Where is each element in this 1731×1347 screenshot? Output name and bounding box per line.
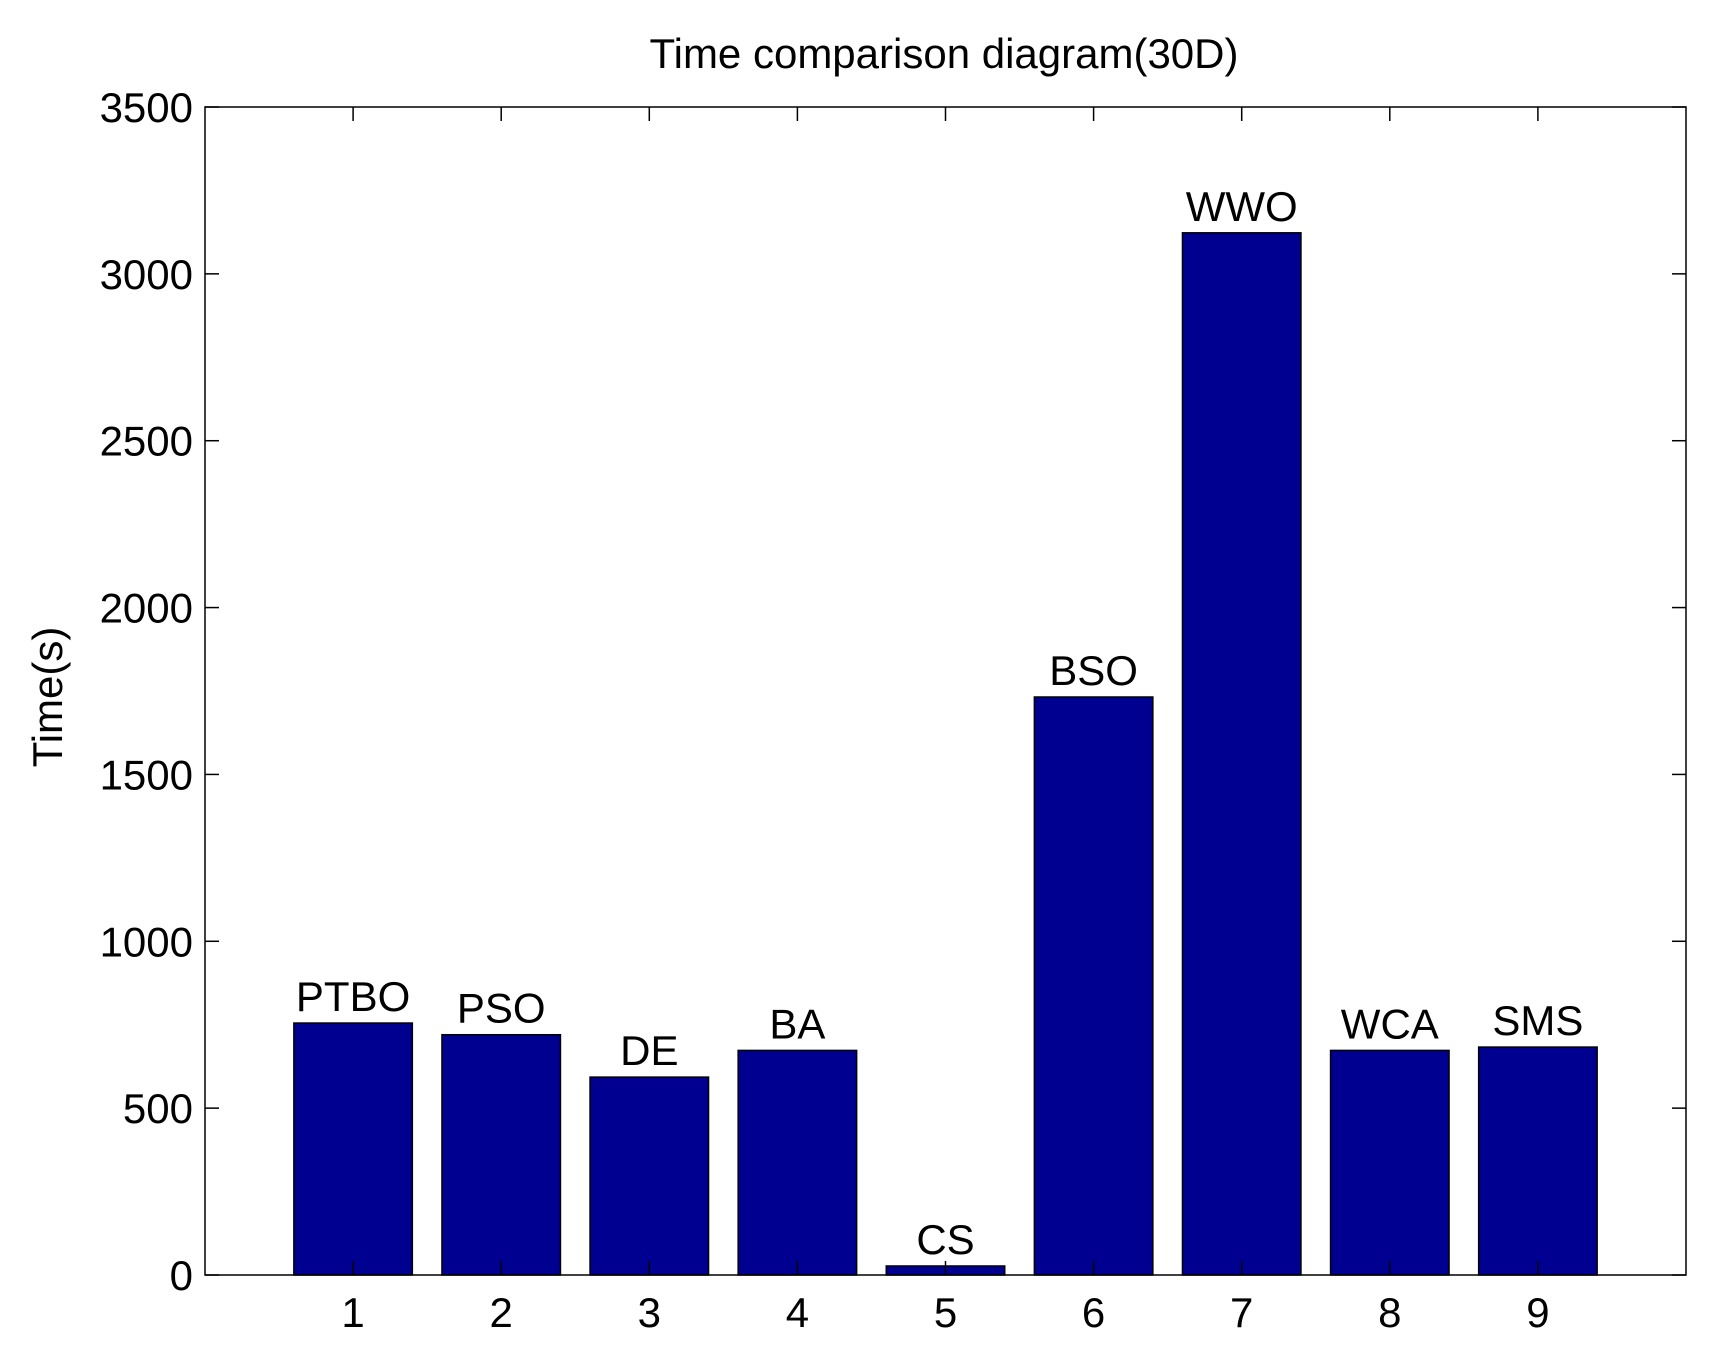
bar-9 <box>1477 1046 1598 1276</box>
bar-label-bso: BSO <box>1049 647 1138 694</box>
bar-8 <box>1329 1049 1450 1276</box>
bar-label-sms: SMS <box>1492 997 1583 1044</box>
bar-labels-group: PTBO PSO DE BA CS BSO WWO WCA SMS <box>296 183 1583 1263</box>
x-tick-label: 8 <box>1378 1289 1401 1336</box>
y-tick-label: 2000 <box>100 585 193 632</box>
x-tick-label: 5 <box>934 1289 957 1336</box>
x-tick-label: 3 <box>638 1289 661 1336</box>
bar-label-cs: CS <box>916 1216 974 1263</box>
bar-label-ptbo: PTBO <box>296 973 410 1020</box>
x-tick-label: 7 <box>1230 1289 1253 1336</box>
y-tick-label: 2500 <box>100 418 193 465</box>
y-tick-label: 1000 <box>100 918 193 965</box>
bar-label-wwo: WWO <box>1186 183 1298 230</box>
bar-label-ba: BA <box>769 1000 825 1047</box>
bar-label-de: DE <box>620 1027 678 1074</box>
bar-4 <box>737 1049 858 1276</box>
y-tick-label: 3500 <box>100 84 193 131</box>
y-tick-label: 0 <box>170 1252 193 1299</box>
bar-7 <box>1181 232 1302 1276</box>
x-tick-label: 6 <box>1082 1289 1105 1336</box>
x-tick-label: 9 <box>1526 1289 1549 1336</box>
x-tick-label: 4 <box>786 1289 809 1336</box>
bars-group <box>293 232 1598 1276</box>
bar-2 <box>441 1033 562 1276</box>
bar-6 <box>1033 696 1154 1276</box>
y-tick-label: 3000 <box>100 251 193 298</box>
ticks-group: 1 2 3 4 5 6 7 8 9 0 500 1000 1500 2000 2500 3000 3500 <box>100 84 1686 1336</box>
x-tick-label: 2 <box>490 1289 513 1336</box>
bar-label-wca: WCA <box>1341 1000 1439 1047</box>
bar-label-pso: PSO <box>457 985 546 1032</box>
chart-title: Time comparison diagram(30D) <box>650 30 1239 77</box>
y-tick-label: 1500 <box>100 751 193 798</box>
axes-frame <box>204 106 1687 1276</box>
y-axis-label: Time(s) <box>24 627 71 768</box>
bar-3 <box>589 1076 710 1276</box>
bar-1 <box>293 1022 414 1276</box>
y-tick-label: 500 <box>123 1085 193 1132</box>
x-tick-label: 1 <box>341 1289 364 1336</box>
